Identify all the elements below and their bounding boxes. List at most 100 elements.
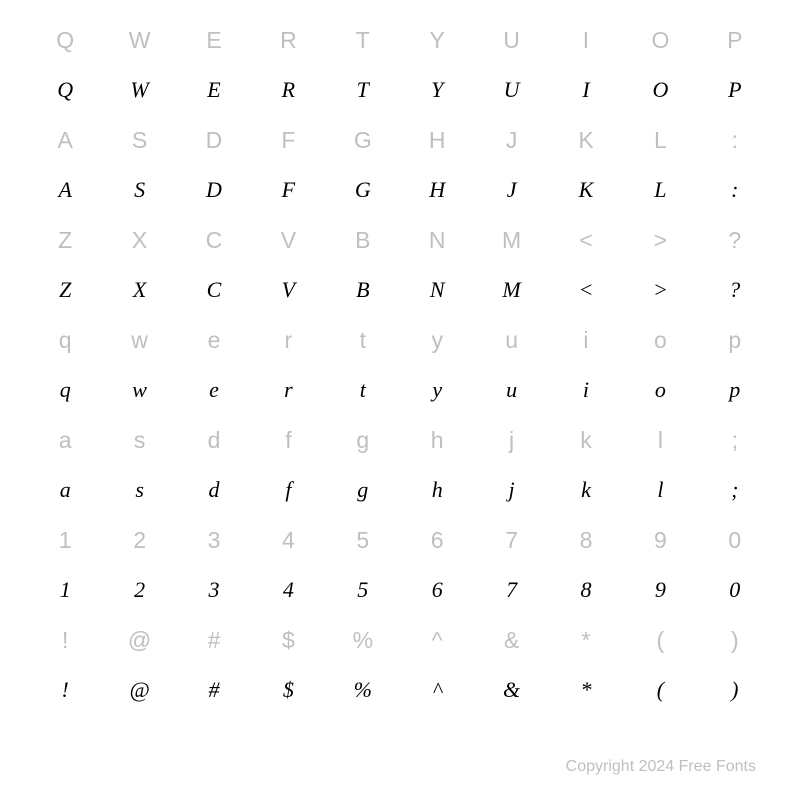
reference-row: QWERTYUIOP [28,18,772,62]
glyph-char: i [549,377,623,403]
glyph-char: 9 [623,577,697,603]
glyph-char: w [102,377,176,403]
glyph-char: a [28,477,102,503]
reference-row: ASDFGHJKL: [28,118,772,162]
glyph-char: U [474,77,548,103]
glyph-char: r [251,377,325,403]
reference-char: L [623,127,697,154]
glyph-char: # [177,677,251,703]
reference-char: N [400,227,474,254]
reference-char: o [623,327,697,354]
glyph-char: & [474,677,548,703]
glyph-char: A [28,177,102,203]
reference-char: I [549,27,623,54]
reference-char: @ [102,627,176,654]
glyph-char: ? [698,277,772,303]
glyph-char: $ [251,677,325,703]
reference-char: l [623,427,697,454]
glyph-row: 1234567890 [28,562,772,618]
glyph-row: ASDFGHJKL: [28,162,772,218]
reference-char: R [251,27,325,54]
reference-char: A [28,127,102,154]
reference-char: D [177,127,251,154]
glyph-char: 2 [102,577,176,603]
reference-char: ! [28,627,102,654]
glyph-char: l [623,477,697,503]
glyph-char: E [177,77,251,103]
reference-char: ? [698,227,772,254]
reference-char: i [549,327,623,354]
glyph-char: 7 [474,577,548,603]
reference-char: 0 [698,527,772,554]
glyph-char: B [326,277,400,303]
reference-char: u [474,327,548,354]
reference-char: % [326,627,400,654]
glyph-char: N [400,277,474,303]
reference-char: * [549,627,623,654]
glyph-char: 3 [177,577,251,603]
reference-char: W [102,27,176,54]
glyph-char: T [326,77,400,103]
reference-char: 3 [177,527,251,554]
glyph-char: h [400,477,474,503]
reference-char: O [623,27,697,54]
glyph-char: P [698,77,772,103]
glyph-char: S [102,177,176,203]
glyph-char: g [326,477,400,503]
glyph-char: ^ [400,677,474,703]
glyph-char: Z [28,277,102,303]
reference-char: ) [698,627,772,654]
glyph-char: C [177,277,251,303]
reference-char: s [102,427,176,454]
reference-char: 9 [623,527,697,554]
character-map-chart: QWERTYUIOPQWERTYUIOPASDFGHJKL:ASDFGHJKL:… [28,18,772,718]
glyph-char: ( [623,677,697,703]
copyright-footer: Copyright 2024 Free Fonts [566,758,756,776]
reference-row: ZXCVBNM<>? [28,218,772,262]
reference-char: ^ [400,627,474,654]
reference-char: G [326,127,400,154]
reference-char: f [251,427,325,454]
reference-char: E [177,27,251,54]
glyph-char: 4 [251,577,325,603]
glyph-char: Y [400,77,474,103]
glyph-char: j [474,477,548,503]
reference-char: k [549,427,623,454]
reference-char: ( [623,627,697,654]
glyph-char: 0 [698,577,772,603]
reference-char: Q [28,27,102,54]
reference-row: 1234567890 [28,518,772,562]
glyph-char: s [102,477,176,503]
glyph-char: d [177,477,251,503]
glyph-char: @ [102,677,176,703]
glyph-row: asdfghjkl; [28,462,772,518]
reference-char: & [474,627,548,654]
glyph-char: R [251,77,325,103]
glyph-char: M [474,277,548,303]
reference-char: a [28,427,102,454]
reference-char: 2 [102,527,176,554]
reference-char: y [400,327,474,354]
glyph-char: : [698,177,772,203]
reference-char: P [698,27,772,54]
glyph-char: J [474,177,548,203]
glyph-char: ) [698,677,772,703]
glyph-char: F [251,177,325,203]
glyph-char: k [549,477,623,503]
reference-char: ; [698,427,772,454]
reference-char: 1 [28,527,102,554]
reference-char: j [474,427,548,454]
glyph-char: D [177,177,251,203]
glyph-char: 1 [28,577,102,603]
glyph-char: t [326,377,400,403]
glyph-char: 6 [400,577,474,603]
glyph-row: QWERTYUIOP [28,62,772,118]
reference-char: w [102,327,176,354]
glyph-char: 5 [326,577,400,603]
reference-char: $ [251,627,325,654]
glyph-char: 8 [549,577,623,603]
reference-char: d [177,427,251,454]
glyph-char: ! [28,677,102,703]
reference-row: !@#$%^&*() [28,618,772,662]
glyph-char: u [474,377,548,403]
